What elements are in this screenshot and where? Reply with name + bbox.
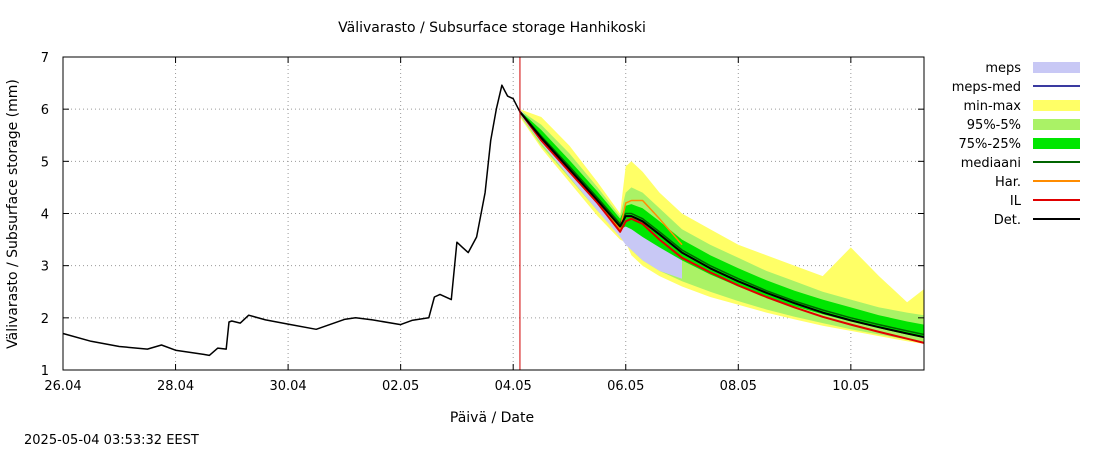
y-tick-label: 4 xyxy=(41,208,49,223)
legend-label-meps-med: meps-med xyxy=(952,80,1021,95)
x-tick-label: 10.05 xyxy=(832,379,869,394)
x-axis-label: Päivä / Date xyxy=(450,410,534,426)
x-tick-label: 30.04 xyxy=(269,379,306,394)
x-tick-label: 06.05 xyxy=(607,379,644,394)
series-line-il xyxy=(519,111,925,344)
y-tick-label: 2 xyxy=(41,312,49,327)
legend-label-il: IL xyxy=(1010,194,1022,209)
legend-swatch-p75-25 xyxy=(1033,138,1080,149)
x-tick-label: 04.05 xyxy=(495,379,532,394)
legend-label-p95-5: 95%-5% xyxy=(967,118,1021,133)
x-tick-label: 28.04 xyxy=(157,379,194,394)
y-axis-label: Välivarasto / Subsurface storage (mm) xyxy=(5,79,21,349)
legend-label-p75-25: 75%-25% xyxy=(959,137,1021,152)
legend-swatch-meps xyxy=(1033,62,1080,73)
band-meps xyxy=(519,109,682,279)
y-tick-label: 3 xyxy=(41,260,49,275)
legend-label-meps: meps xyxy=(985,61,1021,76)
band-p95-5 xyxy=(519,110,924,343)
x-tick-label: 26.04 xyxy=(44,379,81,394)
y-tick-label: 5 xyxy=(41,155,49,170)
legend: meps meps-med min-max 95%-5% 75%-25% mediaani… xyxy=(952,61,1080,228)
legend-swatch-p95-5 xyxy=(1033,119,1080,130)
plot-frame xyxy=(62,56,925,371)
y-tick-label: 6 xyxy=(41,103,49,118)
band-minmax xyxy=(519,109,924,344)
x-tick-label: 02.05 xyxy=(382,379,419,394)
chart-title: Välivarasto / Subsurface storage Hanhiko… xyxy=(338,20,646,36)
timestamp: 2025-05-04 03:53:32 EEST xyxy=(24,433,199,448)
legend-label-har: Har. xyxy=(995,175,1021,190)
legend-label-det: Det. xyxy=(994,213,1021,228)
plot-area: 26.04 28.04 30.04 02.05 04.05 06.05 08.05 10.05… xyxy=(41,51,925,394)
y-tick-label: 7 xyxy=(41,51,49,66)
legend-label-median: mediaani xyxy=(961,156,1021,171)
legend-label-minmax: min-max xyxy=(963,99,1021,114)
series-line-observed xyxy=(62,84,521,357)
y-tick-label: 1 xyxy=(41,364,49,379)
series-line-median xyxy=(519,111,925,336)
x-tick-label: 08.05 xyxy=(720,379,757,394)
legend-swatch-minmax xyxy=(1033,100,1080,111)
series-line-det xyxy=(519,111,925,339)
